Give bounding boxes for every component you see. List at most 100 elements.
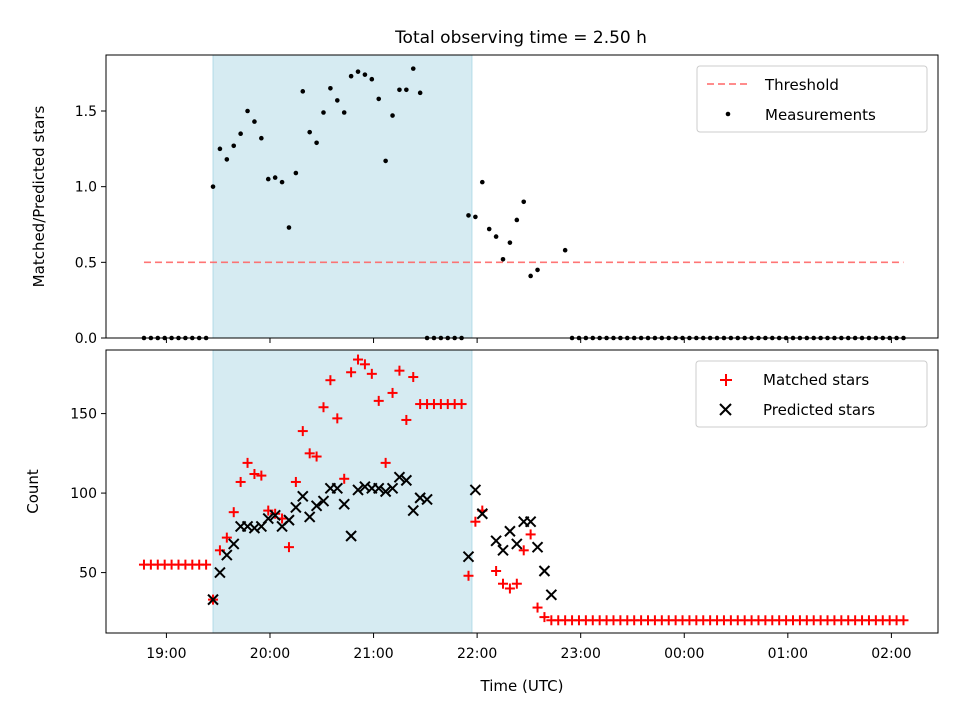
predicted-star-point: [490, 535, 502, 547]
matched-star-point: [470, 516, 481, 527]
predicted-star-point: [400, 474, 413, 487]
measurement-point: [231, 143, 237, 149]
top-highlight-span: [212, 54, 473, 339]
top-y-tick-label: 1.0: [75, 180, 97, 196]
bottom-y-tick-label: 150: [70, 407, 97, 423]
top-y-tick-label: 0.0: [75, 331, 97, 347]
measurement-point: [224, 157, 230, 162]
measurement-point: [369, 76, 375, 82]
matched-star-point: [898, 615, 909, 626]
matched-stars-series: [138, 354, 909, 626]
measurements-legend-label: Measurements: [765, 106, 876, 124]
top-y-axis: 0.0 0.5 1.0 1.5: [75, 104, 106, 347]
predicted-star-point: [476, 508, 489, 520]
matched-star-point: [456, 399, 467, 410]
measurement-point: [279, 179, 285, 185]
bottom-axes-frame: [105, 349, 939, 634]
bottom-legend: Matched stars Predicted stars: [695, 360, 928, 428]
predicted-legend-label: Predicted stars: [763, 401, 875, 419]
measurement-point: [397, 87, 402, 93]
matched-star-point: [290, 476, 301, 487]
top-legend: Threshold Measurements: [696, 65, 928, 133]
predicted-legend-swatch: [719, 403, 732, 416]
predicted-star-point: [538, 565, 551, 577]
matched-star-point: [498, 578, 509, 589]
measurement-point: [486, 226, 492, 232]
matched-star-point: [339, 473, 350, 484]
predicted-star-point: [462, 550, 475, 563]
predicted-star-point: [290, 501, 302, 514]
bottom-x-tick-label: 19:00: [146, 646, 186, 662]
measurement-point: [417, 90, 423, 96]
top-y-label: Matched/Predicted stars: [30, 106, 48, 288]
matched-star-point: [242, 457, 253, 468]
matched-star-point: [366, 368, 377, 379]
matched-star-point: [221, 532, 232, 543]
bottom-highlight-span: [212, 349, 473, 634]
measurement-point: [466, 213, 471, 218]
measurement-point: [259, 135, 264, 141]
matched-star-point: [394, 365, 405, 376]
top-y-tick-label: 1.5: [75, 104, 97, 120]
predicted-star-point: [469, 484, 482, 496]
predicted-star-point: [407, 504, 419, 517]
matched-legend-swatch: [720, 374, 732, 386]
matched-star-point: [325, 375, 336, 386]
predicted-star-point: [207, 593, 219, 606]
predicted-star-point: [262, 512, 274, 525]
bottom-x-tick-label: 22:00: [457, 646, 497, 662]
measurement-point: [252, 119, 257, 124]
measurement-point: [335, 98, 340, 103]
matched-star-point: [297, 426, 308, 437]
predicted-star-point: [214, 566, 226, 579]
matched-legend-label: Matched stars: [763, 371, 869, 389]
predicted-star-point: [283, 514, 295, 526]
predicted-star-point: [545, 589, 558, 601]
measurement-point: [410, 66, 416, 71]
predicted-star-point: [352, 484, 364, 496]
predicted-star-point: [331, 482, 344, 495]
measurement-point: [514, 217, 520, 223]
matched-star-point: [518, 545, 529, 556]
measurement-point: [528, 273, 533, 279]
predicted-star-point: [297, 490, 309, 502]
predicted-star-point: [524, 516, 537, 528]
measurement-point: [210, 184, 216, 189]
matched-star-point: [346, 367, 357, 378]
bottom-y-label: Count: [24, 469, 42, 514]
matched-star-point: [311, 451, 322, 462]
predicted-star-point: [310, 500, 323, 512]
predicted-star-point: [497, 544, 509, 557]
bottom-x-tick-label: 23:00: [561, 646, 601, 662]
measurement-point: [328, 85, 333, 91]
matched-star-point: [463, 570, 474, 581]
bottom-x-axis: 19:00 20:00 21:00 22:00 23:00 00:00 01:00 02:00: [146, 633, 912, 662]
measurement-point: [314, 140, 319, 146]
predicted-star-point: [338, 498, 350, 510]
measurement-point: [562, 247, 568, 253]
matched-star-point: [359, 359, 370, 370]
measurement-point: [383, 158, 388, 164]
bottom-legend-box: [695, 360, 928, 428]
measurement-point: [307, 129, 312, 135]
matched-star-point: [283, 542, 294, 553]
measurement-point: [404, 87, 409, 93]
matched-star-point: [525, 529, 536, 540]
figure-title: Total observing time = 2.50 h: [394, 28, 647, 48]
matched-star-point: [304, 448, 315, 459]
matched-star-point: [201, 559, 212, 570]
bottom-x-tick-label: 20:00: [250, 646, 290, 662]
measurement-point: [272, 175, 278, 180]
measurement-point: [217, 146, 223, 152]
matched-star-point: [491, 565, 502, 576]
measurement-point: [321, 110, 326, 115]
measurements-legend-swatch: [725, 111, 731, 117]
matched-star-point: [380, 457, 391, 468]
measurement-point: [362, 72, 368, 77]
matched-star-point: [373, 395, 384, 406]
matched-star-point: [332, 413, 343, 424]
measurement-point: [500, 257, 506, 262]
bottom-x-tick-label: 21:00: [353, 646, 393, 662]
measurement-point: [245, 108, 250, 114]
